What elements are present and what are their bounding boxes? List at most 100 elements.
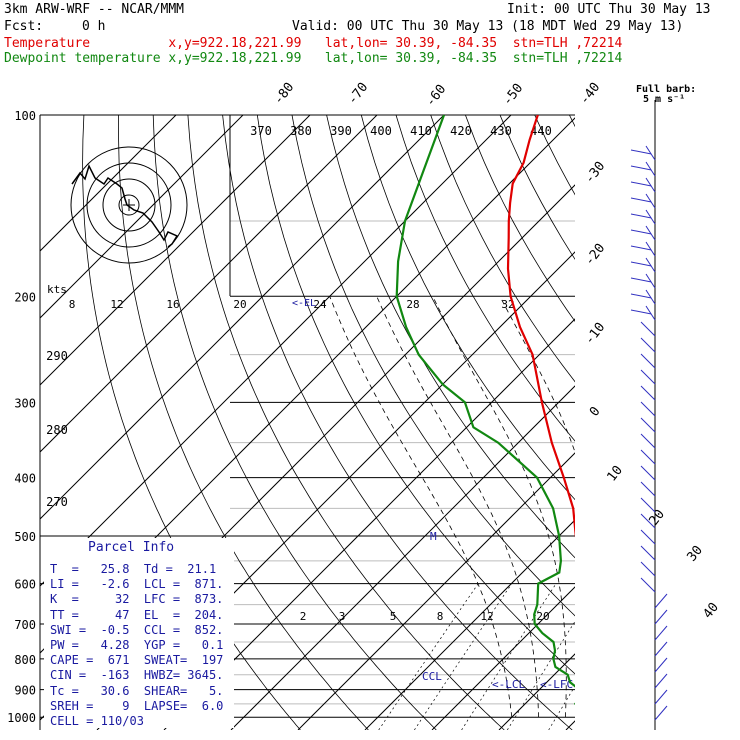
sounding-annotation: <-EL — [292, 298, 316, 309]
wind-barb — [640, 481, 656, 497]
parcel-info-row: K = 32 LFC = 873. — [50, 592, 224, 607]
isotherm-line — [565, 720, 575, 730]
parcel-info-title: Parcel Info — [88, 540, 175, 555]
wind-barb — [645, 145, 656, 161]
wind-barb — [640, 497, 656, 513]
isotherm-line — [40, 115, 311, 386]
isotherm-line — [40, 115, 445, 520]
dry-adiabat — [708, 115, 740, 730]
theta-label: 380 — [290, 124, 312, 138]
dry-adiabat — [465, 115, 575, 323]
moist-adiabat — [499, 296, 575, 454]
wind-barb — [654, 609, 668, 625]
wind-barb — [630, 165, 652, 171]
theta-label: 440 — [530, 124, 552, 138]
hodo-speed-label: 24 — [313, 298, 327, 311]
dry-adiabat — [118, 115, 369, 730]
parcel-info-row: CELL = 110/03 — [50, 714, 144, 728]
parcel-info-row: T = 25.8 Td = 21.1 — [50, 562, 217, 576]
theta-left-label: 270 — [46, 495, 68, 509]
wind-barb — [640, 433, 656, 449]
hodo-ring — [118, 194, 140, 216]
theta-label: 370 — [250, 124, 272, 138]
wind-barb — [645, 193, 656, 209]
hodo-ring — [70, 146, 188, 264]
hodo-ring — [102, 178, 156, 232]
dry-adiabat — [326, 115, 575, 559]
theta-label: 400 — [370, 124, 392, 138]
theta-left-label: 280 — [46, 423, 68, 437]
moist-adiabat — [579, 296, 638, 717]
dry-adiabat — [222, 115, 573, 730]
moist-adiabat — [646, 296, 686, 717]
isotherm-label: 10 — [605, 463, 626, 485]
parcel-info-row: SWI = -0.5 CCL = 852. — [50, 622, 224, 637]
wind-barb — [640, 337, 656, 353]
barb-title: Full barb: — [636, 84, 697, 95]
hodo-speed-label: 28 — [406, 298, 419, 311]
isotherm-label: 30 — [685, 543, 706, 565]
wind-barb — [630, 229, 652, 235]
isotherm-line — [40, 115, 378, 453]
parcel-info-row: PW = 4.28 YGP = 0.1 — [50, 638, 224, 652]
wind-barb — [654, 689, 668, 705]
hodo-speed-label: 16 — [166, 298, 179, 311]
mixing-ratio-label: 8 — [437, 610, 444, 623]
init-time: Init: 00 UTC Thu 30 May 13 — [507, 2, 711, 17]
wind-barb — [640, 401, 656, 417]
isotherm-line — [498, 653, 575, 730]
dry-adiabat — [360, 115, 575, 501]
wind-barb — [640, 369, 656, 385]
dry-adiabat — [430, 115, 575, 383]
wind-barb — [640, 321, 656, 337]
dry-adiabat — [499, 115, 575, 260]
wind-barb — [640, 545, 656, 561]
wind-barb — [645, 161, 656, 177]
wind-barb — [640, 513, 656, 529]
isotherm-line — [700, 115, 740, 730]
wind-barb — [630, 213, 652, 219]
moist-adiabat — [329, 296, 513, 718]
isotherm-label: 20 — [647, 507, 668, 529]
dry-adiabat — [673, 115, 740, 730]
moist-adiabat — [673, 296, 740, 717]
isotherm-label: -70 — [345, 80, 371, 108]
wind-barb — [630, 245, 652, 251]
barb-unit: 5 m s⁻¹ — [643, 94, 686, 105]
valid-time: Valid: 00 UTC Thu 30 May 13 (18 MDT Wed … — [292, 19, 684, 34]
parcel-info-row: Tc = 30.6 SHEAR= 5. — [50, 683, 224, 698]
isotherm-label: 0 — [587, 404, 604, 419]
wind-barb — [654, 673, 668, 689]
mixing-ratio-label: 3 — [339, 610, 346, 623]
isotherm-line — [297, 452, 575, 730]
theta-left-label: 290 — [46, 349, 68, 363]
wind-barb — [640, 449, 656, 465]
hodograph-trace — [71, 163, 179, 248]
wind-barb — [630, 293, 652, 299]
pressure-label: 1000 — [7, 711, 36, 725]
mixing-ratio-line — [378, 583, 479, 730]
wind-barb — [640, 465, 656, 481]
isotherm-line — [40, 115, 177, 252]
dry-adiabat — [256, 115, 575, 675]
isotherm-line — [230, 385, 575, 730]
pressure-label: 600 — [14, 578, 36, 592]
wind-barb — [640, 561, 656, 577]
parcel-info-row: SREH = 9 LAPSE= 6.0 — [50, 698, 224, 713]
dry-adiabat — [187, 115, 505, 730]
sounding-annotation: CCL — [422, 670, 442, 683]
isotherm-line — [364, 519, 575, 730]
mixing-ratio-label: 5 — [390, 610, 397, 623]
hodo-speed-label: 20 — [233, 298, 246, 311]
pressure-label: 800 — [14, 653, 36, 667]
hodo-speed-label: 8 — [69, 298, 76, 311]
wind-barb — [630, 149, 652, 155]
hodo-speed-label: 12 — [110, 298, 123, 311]
pressure-label: 100 — [14, 109, 36, 123]
dewpoint-legend: Dewpoint temperature x,y=922.18,221.99 l… — [4, 51, 623, 66]
dry-adiabat — [534, 115, 575, 196]
dry-adiabat — [604, 115, 740, 730]
wind-barb — [654, 657, 668, 673]
wind-barb — [654, 705, 668, 721]
wind-barb — [640, 385, 656, 401]
